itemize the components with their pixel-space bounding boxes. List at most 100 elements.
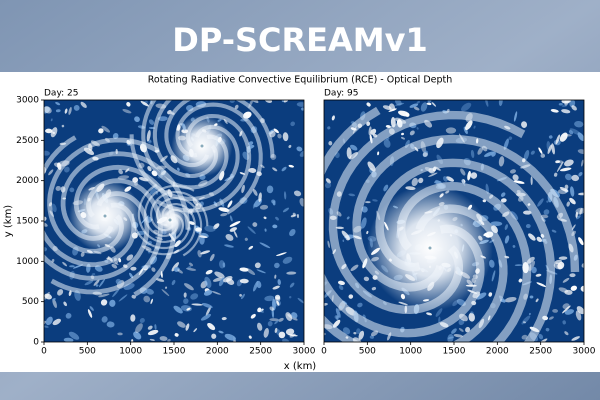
cloud xyxy=(259,242,271,249)
cloud xyxy=(296,102,304,107)
cloud xyxy=(274,327,278,333)
cloud xyxy=(201,302,213,309)
x-tick-label: 3000 xyxy=(573,347,596,357)
cloud xyxy=(335,308,341,318)
cloud xyxy=(571,174,580,182)
cloud xyxy=(297,297,304,304)
cloud xyxy=(363,276,370,282)
cloud xyxy=(285,312,293,321)
cloud xyxy=(282,132,289,142)
cloud xyxy=(546,200,549,203)
cloud xyxy=(282,256,293,264)
cloud xyxy=(324,332,326,336)
y-axis-label: y (km) xyxy=(3,205,14,238)
cloud xyxy=(291,312,298,319)
cloud xyxy=(366,102,371,107)
cloud xyxy=(498,100,503,107)
cloud xyxy=(397,110,410,117)
cloud xyxy=(191,303,203,306)
cloud xyxy=(540,214,549,219)
cloud xyxy=(468,312,475,322)
cloud xyxy=(528,312,531,316)
cloud xyxy=(422,152,428,157)
cloud xyxy=(555,160,560,164)
cloud xyxy=(299,150,304,157)
x-tick-label: 3000 xyxy=(293,347,316,357)
cloud xyxy=(349,152,359,160)
cloud xyxy=(513,111,518,122)
cloud xyxy=(433,180,442,184)
cloud xyxy=(177,321,186,328)
cloud xyxy=(174,333,179,337)
cloud xyxy=(245,267,256,276)
cloud xyxy=(435,308,443,317)
cloud xyxy=(44,293,52,300)
cloud xyxy=(566,201,571,207)
cloud xyxy=(55,102,61,106)
cloud xyxy=(296,146,303,152)
cloud xyxy=(204,276,212,288)
cloud xyxy=(44,247,48,252)
cloud xyxy=(188,262,193,267)
cloud xyxy=(111,263,118,269)
cloud-image xyxy=(44,100,304,342)
cloud xyxy=(578,237,584,246)
cloud xyxy=(154,324,157,330)
cloud xyxy=(556,161,564,173)
y-tick-label: 1000 xyxy=(16,257,39,267)
cloud xyxy=(538,147,543,154)
cloud xyxy=(290,121,295,127)
cloud xyxy=(293,190,302,197)
cloud xyxy=(461,102,472,112)
cloud xyxy=(409,103,419,108)
cloud xyxy=(272,285,280,290)
cloud xyxy=(377,151,380,156)
cloud xyxy=(537,198,544,207)
cloud xyxy=(167,110,172,115)
cloud xyxy=(69,187,75,193)
cloud xyxy=(477,146,484,155)
cloud xyxy=(55,109,61,113)
cloud xyxy=(64,108,68,114)
cloud xyxy=(80,101,87,108)
cloud xyxy=(564,331,569,336)
cloud xyxy=(247,226,256,234)
cloud xyxy=(214,271,225,279)
cloud xyxy=(562,320,566,325)
cloud xyxy=(240,293,245,300)
cloud xyxy=(357,302,363,308)
cloud xyxy=(325,178,331,184)
x-tick-label: 2500 xyxy=(529,347,552,357)
cloud xyxy=(101,316,108,323)
cloud xyxy=(134,116,140,122)
cloud xyxy=(409,130,415,136)
cloud xyxy=(257,322,263,331)
x-tick-label: 2000 xyxy=(206,347,229,357)
cloud xyxy=(193,328,198,333)
cloud xyxy=(545,327,550,332)
cloud xyxy=(44,222,48,227)
cloud xyxy=(48,169,54,176)
y-tick-label: 2500 xyxy=(16,136,39,146)
cloud xyxy=(129,272,134,279)
cloud xyxy=(138,177,149,182)
cloud xyxy=(580,159,584,167)
cloud xyxy=(324,302,328,306)
cloud xyxy=(147,329,159,336)
cloud xyxy=(211,333,217,339)
cloud xyxy=(438,316,441,324)
cloud xyxy=(512,244,516,248)
cloud xyxy=(211,291,221,295)
cloud xyxy=(372,199,378,202)
cloud xyxy=(331,115,335,121)
cloud xyxy=(346,216,350,220)
cloud xyxy=(461,179,466,184)
cloud xyxy=(277,133,282,139)
cloud xyxy=(426,102,432,106)
cloud xyxy=(73,104,80,111)
cloud xyxy=(229,221,241,227)
cloud xyxy=(555,134,561,145)
cloud xyxy=(349,144,358,151)
cloud xyxy=(241,184,245,194)
